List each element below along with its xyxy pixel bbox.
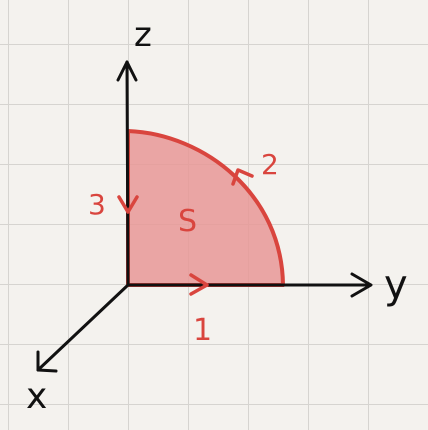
region-s <box>128 131 283 285</box>
z-axis-label: z <box>134 15 152 55</box>
segment-2-label: 2 <box>261 148 279 181</box>
z-axis <box>125 60 130 287</box>
x-axis-arrowhead <box>36 350 58 373</box>
z-axis-arrowhead <box>116 60 138 82</box>
x-axis <box>36 283 130 372</box>
direction-arrow-2 <box>231 168 254 186</box>
direction-arrow-1 <box>189 273 209 296</box>
x-axis-label: x <box>26 376 47 417</box>
region-label: S <box>178 204 197 239</box>
y-axis-arrowhead <box>350 272 373 298</box>
boundary-segment-2 <box>126 129 285 287</box>
direction-arrow-3 <box>117 195 139 214</box>
segment-3-label: 3 <box>88 188 106 221</box>
y-axis-label: y <box>384 262 408 308</box>
segment-1-label: 1 <box>193 313 212 348</box>
